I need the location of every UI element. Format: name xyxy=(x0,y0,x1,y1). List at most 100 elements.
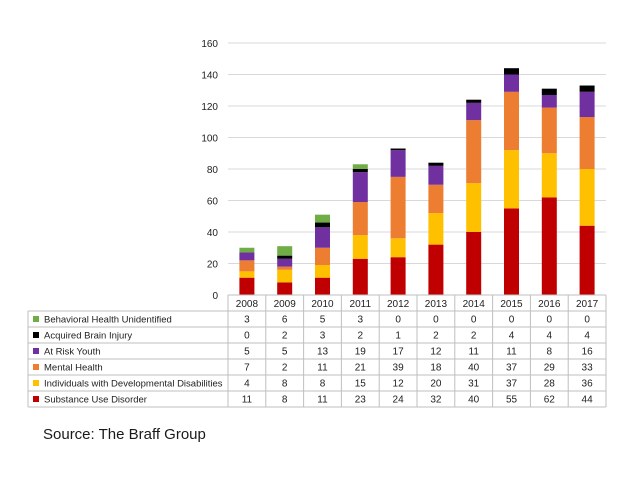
table-value: 6 xyxy=(282,315,288,326)
table-value: 0 xyxy=(433,315,439,326)
table-value: 4 xyxy=(244,379,250,390)
x-category-label: 2017 xyxy=(576,299,599,310)
table-value: 4 xyxy=(509,331,515,342)
table-value: 11 xyxy=(317,363,328,374)
bar-segment xyxy=(504,150,519,209)
table-value: 55 xyxy=(506,395,518,406)
bar-segment xyxy=(579,117,595,169)
bar-segment xyxy=(541,94,557,108)
bar-segment xyxy=(390,238,406,258)
table-value: 16 xyxy=(582,347,594,358)
y-tick-label: 140 xyxy=(201,71,218,82)
bar-segment xyxy=(466,120,482,184)
bar-segment xyxy=(239,271,255,278)
table-value: 21 xyxy=(355,363,367,374)
x-category-label: 2008 xyxy=(236,299,259,310)
bar-segment xyxy=(504,208,519,295)
bar-segment xyxy=(390,150,406,177)
table-value: 5 xyxy=(320,315,326,326)
y-tick-label: 160 xyxy=(201,39,218,50)
x-category-label: 2010 xyxy=(311,299,334,310)
bar-segment xyxy=(239,252,255,261)
bar-segment xyxy=(239,260,255,272)
x-category-label: 2013 xyxy=(425,299,448,310)
bar-segment xyxy=(315,247,330,266)
table-value: 11 xyxy=(317,395,328,406)
bar-segment xyxy=(352,169,368,173)
table-value: 23 xyxy=(355,395,367,406)
bar-segment xyxy=(504,91,519,151)
y-tick-label: 60 xyxy=(207,197,219,208)
bar-segment xyxy=(466,232,482,295)
y-tick-label: 40 xyxy=(207,228,219,239)
table-value: 2 xyxy=(471,331,477,342)
x-category-label: 2016 xyxy=(538,299,561,310)
bar-segment xyxy=(277,269,293,283)
table-value: 3 xyxy=(358,315,364,326)
y-tick-label: 100 xyxy=(201,134,218,145)
table-value: 2 xyxy=(433,331,439,342)
bar-segment xyxy=(277,282,293,295)
legend-key xyxy=(33,332,39,338)
table-value: 4 xyxy=(547,331,553,342)
table-value: 8 xyxy=(282,395,288,406)
table-value: 0 xyxy=(547,315,553,326)
bar-segment xyxy=(352,202,368,236)
x-category-label: 2011 xyxy=(350,299,372,310)
table-value: 62 xyxy=(544,395,556,406)
bar-segment xyxy=(315,265,330,278)
table-value: 12 xyxy=(393,379,405,390)
x-category-label: 2012 xyxy=(387,299,410,310)
x-category-label: 2015 xyxy=(500,299,523,310)
bar-segment xyxy=(541,88,557,95)
series-label: At Risk Youth xyxy=(44,347,101,358)
bar-segment xyxy=(579,225,595,295)
table-value: 0 xyxy=(244,331,250,342)
table-value: 39 xyxy=(393,363,405,374)
table-value: 8 xyxy=(282,379,288,390)
bar-segment xyxy=(466,99,482,103)
bar-segment xyxy=(277,246,293,256)
table-value: 11 xyxy=(506,347,517,358)
table-value: 1 xyxy=(395,331,401,342)
table-value: 2 xyxy=(282,331,288,342)
bar-segment xyxy=(315,277,330,295)
table-value: 3 xyxy=(244,315,250,326)
source-note: Source: The Braff Group xyxy=(43,426,206,443)
table-value: 32 xyxy=(430,395,442,406)
bar-segment xyxy=(541,197,557,295)
table-value: 2 xyxy=(358,331,364,342)
bar-segment xyxy=(579,85,595,92)
table-value: 4 xyxy=(584,331,590,342)
bar-segment xyxy=(428,162,444,166)
table-value: 3 xyxy=(320,331,326,342)
bar-segment xyxy=(315,227,330,248)
x-category-label: 2014 xyxy=(463,299,486,310)
table-value: 5 xyxy=(244,347,250,358)
table-value: 37 xyxy=(506,363,518,374)
bar-segment xyxy=(352,164,368,169)
table-value: 19 xyxy=(355,347,367,358)
bar-segment xyxy=(352,258,368,295)
table-value: 44 xyxy=(582,395,594,406)
legend-key xyxy=(33,396,39,402)
y-tick-label: 80 xyxy=(207,165,219,176)
bar-segment xyxy=(352,235,368,259)
table-value: 33 xyxy=(582,363,594,374)
bar-segment xyxy=(428,244,444,295)
bar-segment xyxy=(239,247,255,253)
table-value: 12 xyxy=(430,347,442,358)
bar-segment xyxy=(315,222,330,228)
legend-key xyxy=(33,380,39,386)
table-value: 31 xyxy=(468,379,480,390)
table-value: 11 xyxy=(469,347,480,358)
legend-key xyxy=(33,364,39,370)
bar-segment xyxy=(315,214,330,223)
bar-segment xyxy=(504,68,519,75)
legend-key xyxy=(33,348,39,354)
table-value: 40 xyxy=(468,363,480,374)
table-value: 7 xyxy=(244,363,250,374)
table-value: 2 xyxy=(282,363,288,374)
